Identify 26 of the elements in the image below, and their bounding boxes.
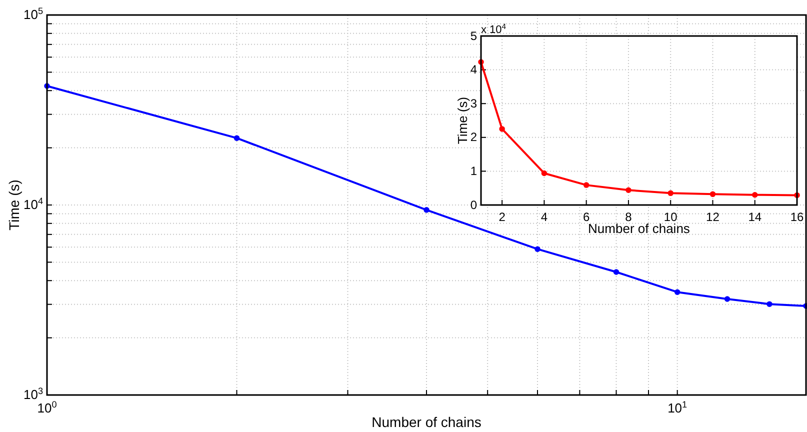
x-tick-label: 10$^{1}$ <box>668 399 688 416</box>
y-tick-label: 10$^{4}$ <box>23 196 43 212</box>
point <box>626 187 632 193</box>
x-tick-label: 12 <box>706 210 720 224</box>
x-axis-title: Number of chains <box>372 414 482 430</box>
point <box>541 170 548 176</box>
point <box>752 192 758 198</box>
x-tick-label: 6 <box>582 210 590 224</box>
y-tick-label: 3 <box>470 96 478 110</box>
point <box>668 190 674 196</box>
point <box>710 191 716 198</box>
y-tick-label: 4 <box>470 62 478 77</box>
x-tick-label: 4 <box>540 210 548 224</box>
y-axis-title: Time (s) <box>6 180 22 230</box>
x-tick-label: 16 <box>790 210 804 224</box>
annotation: x 10$^{4}$ <box>481 22 507 36</box>
point <box>499 126 505 132</box>
y-axis-title: Time (s) <box>455 96 470 144</box>
y-tick-label: 0 <box>470 198 478 212</box>
x-tick-label: 14 <box>748 210 762 224</box>
y-tick-label: 5 <box>470 28 478 43</box>
x-tick-label: 2 <box>498 210 506 224</box>
y-tick-label: 1 <box>470 164 478 178</box>
y-tick-label: 2 <box>470 130 478 144</box>
point <box>583 182 590 188</box>
y-tick-label: 10$^{5}$ <box>23 6 43 22</box>
